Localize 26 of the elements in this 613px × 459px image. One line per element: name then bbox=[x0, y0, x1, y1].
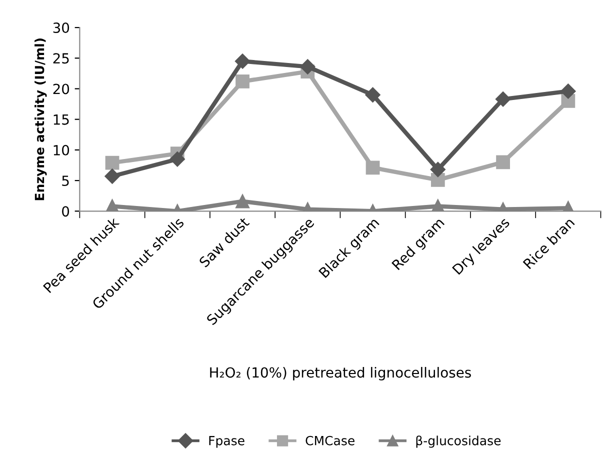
x-axis-title: H₂O₂ (10%) pretreated lignocelluloses bbox=[210, 366, 471, 380]
point bbox=[104, 168, 120, 184]
legend-label: β-glucosidase bbox=[416, 436, 501, 448]
point bbox=[365, 87, 380, 102]
y-tick-label: 20 bbox=[53, 84, 70, 94]
point bbox=[300, 59, 316, 74]
point bbox=[236, 194, 250, 208]
point bbox=[430, 172, 445, 187]
point bbox=[170, 152, 185, 167]
y-axis-title: Enzyme activity (IU/ml) bbox=[34, 38, 47, 200]
point bbox=[105, 156, 120, 170]
y-tick-label: 0 bbox=[62, 206, 70, 217]
point bbox=[560, 84, 576, 99]
y-tick-label: 15 bbox=[54, 114, 69, 125]
point bbox=[496, 155, 510, 170]
y-tick-label: 10 bbox=[54, 144, 70, 156]
point bbox=[236, 74, 250, 88]
y-tick-label: 5 bbox=[62, 176, 69, 186]
point bbox=[495, 92, 511, 107]
point bbox=[366, 160, 380, 175]
legend-label: Fpase bbox=[209, 436, 244, 448]
y-tick-label: 25 bbox=[53, 53, 69, 64]
y-tick-label: 30 bbox=[53, 22, 70, 34]
legend-label: CMCase bbox=[306, 436, 354, 446]
point bbox=[234, 54, 250, 69]
point bbox=[430, 162, 446, 178]
